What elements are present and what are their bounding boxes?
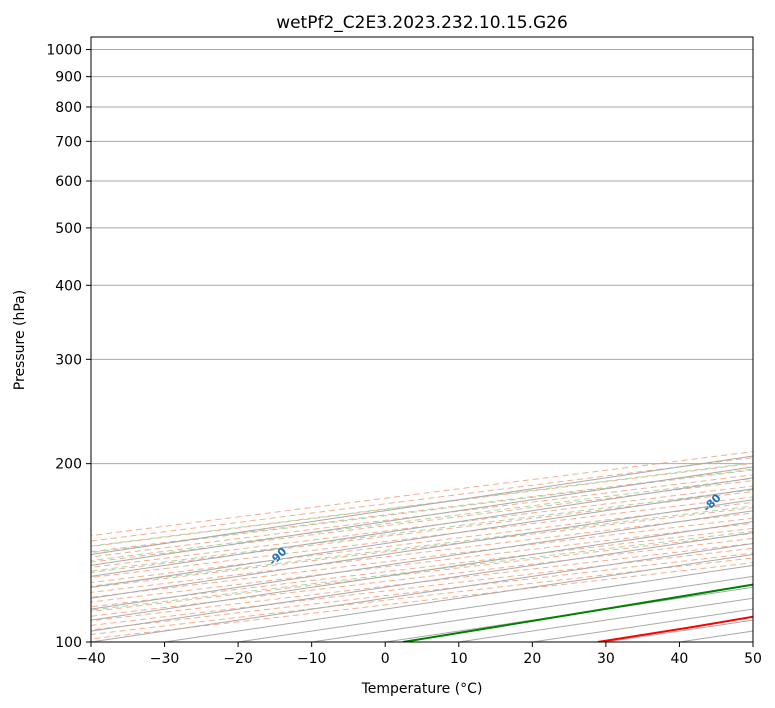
moist-adiabat bbox=[91, 469, 753, 554]
y-tick-label: 700 bbox=[55, 134, 82, 150]
moist-adiabat bbox=[91, 530, 753, 611]
y-tick-label: 200 bbox=[55, 457, 82, 473]
isotherm-line bbox=[91, 477, 753, 577]
isotherm-line bbox=[91, 532, 753, 632]
x-tick-label: −40 bbox=[76, 651, 106, 667]
x-tick-label: 10 bbox=[450, 651, 468, 667]
plot-frame bbox=[90, 36, 754, 643]
y-tick-label: 400 bbox=[55, 278, 82, 294]
sounding-series bbox=[402, 583, 753, 642]
reference-lines bbox=[91, 49, 753, 642]
moist-adiabat bbox=[91, 505, 753, 587]
y-tick-label: 800 bbox=[55, 100, 82, 116]
x-tick-label: 30 bbox=[597, 651, 615, 667]
y-tick-label: 900 bbox=[55, 70, 82, 86]
isotherm-line bbox=[752, 641, 753, 642]
isotherm-line bbox=[532, 608, 753, 642]
x-tick-label: −20 bbox=[223, 651, 253, 667]
axes: −40 −30 −20 −10 0 10 20 30 40 50 1000 900 800 700 600 5… bbox=[46, 43, 762, 667]
x-tick-label: 0 bbox=[381, 651, 390, 667]
isotherm-line bbox=[385, 586, 753, 642]
y-tick-label: 100 bbox=[55, 635, 82, 651]
dewpoint-profile bbox=[402, 583, 753, 642]
x-axis-label: Temperature (°C) bbox=[361, 681, 483, 697]
y-tick-label: 500 bbox=[55, 221, 82, 237]
x-tick-label: 50 bbox=[744, 651, 762, 667]
isotherm-line bbox=[91, 521, 753, 621]
isotherm-line bbox=[311, 575, 753, 642]
isotherm-line bbox=[91, 510, 753, 610]
y-axis-label: Pressure (hPa) bbox=[12, 290, 28, 390]
moist-adiabat bbox=[91, 489, 753, 572]
x-tick-label: 40 bbox=[671, 651, 689, 667]
dry-adiabat bbox=[91, 496, 753, 579]
x-tick-label: 20 bbox=[523, 651, 541, 667]
isotherm-line bbox=[91, 455, 753, 555]
isotherm-line bbox=[91, 466, 753, 566]
x-tick-label: −30 bbox=[150, 651, 180, 667]
isotherm-line bbox=[91, 543, 753, 642]
moist-adiabat bbox=[91, 477, 753, 562]
isotherm-line bbox=[91, 499, 753, 599]
isotherm-line bbox=[238, 564, 753, 642]
x-tick-label: −10 bbox=[297, 651, 327, 667]
y-tick-label: 1000 bbox=[46, 43, 82, 59]
isotherm-line bbox=[605, 619, 753, 642]
isotherm-line bbox=[91, 488, 753, 588]
chart-title: wetPf2_C2E3.2023.232.10.15.G26 bbox=[276, 13, 568, 33]
moist-adiabat bbox=[91, 462, 753, 547]
y-tick-label: 300 bbox=[55, 352, 82, 368]
y-tick-label: 600 bbox=[55, 174, 82, 190]
